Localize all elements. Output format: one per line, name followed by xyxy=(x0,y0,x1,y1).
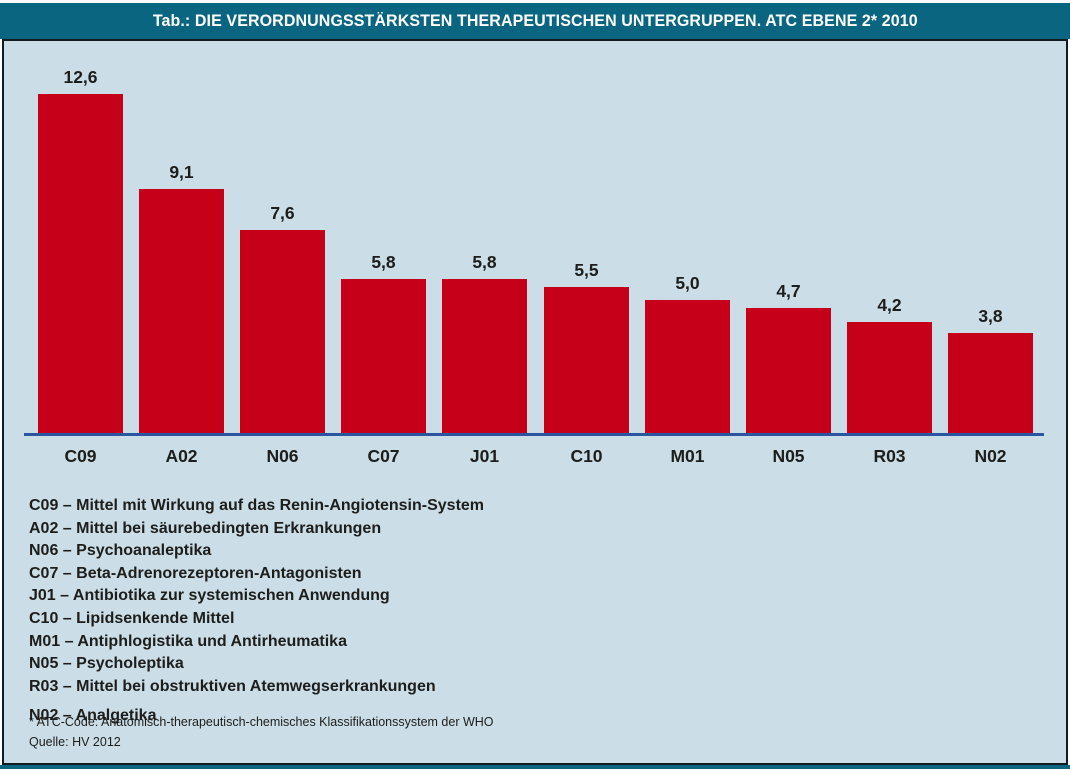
bar-value-label: 9,1 xyxy=(169,162,194,182)
legend-item: J01 – Antibiotika zur systemischen Anwen… xyxy=(29,587,390,605)
legend-item: R03 – Mittel bei obstruktiven Atemwegser… xyxy=(29,677,436,695)
table-title-bar: Tab.: DIE VERORDNUNGSSTÄRKSTEN THERAPEUT… xyxy=(0,3,1070,39)
x-axis-tick-label: R03 xyxy=(873,446,906,466)
bar-chart: 12,6 C09 9,1 A02 7,6 N06 5,8 C07 5,8 J01 5,5 C10 5,0… xyxy=(4,41,1066,471)
bar-J01 xyxy=(442,279,527,436)
bar-N06 xyxy=(240,230,325,436)
bar-R03 xyxy=(847,322,932,436)
legend-item: M01 – Antiphlogistika und Antirheumatika xyxy=(29,632,347,650)
legend: C09 – Mittel mit Wirkung auf das Renin-A… xyxy=(29,495,484,728)
bar-value-label: 4,7 xyxy=(776,281,801,301)
bar-N05 xyxy=(746,308,831,436)
legend-item: C07 – Beta-Adrenorezeptoren-Antagonisten xyxy=(29,564,362,582)
bar-C10 xyxy=(544,287,629,436)
bar-value-label: 3,8 xyxy=(978,306,1003,326)
atc-footnote: * ATC-Code: Anatomisch-therapeutisch-che… xyxy=(29,715,494,729)
x-axis-tick-label: N06 xyxy=(266,446,299,466)
legend-item: N05 – Psycholeptika xyxy=(29,655,184,673)
x-axis-tick-label: C07 xyxy=(367,446,400,466)
bar-value-label: 5,5 xyxy=(574,260,599,280)
table-title: Tab.: DIE VERORDNUNGSSTÄRKSTEN THERAPEUT… xyxy=(152,11,918,30)
x-axis-line xyxy=(24,433,1044,436)
bar-M01 xyxy=(645,300,730,436)
x-axis-tick-label: M01 xyxy=(670,446,705,466)
bar-value-label: 7,6 xyxy=(270,203,295,223)
legend-item: C09 – Mittel mit Wirkung auf das Renin-A… xyxy=(29,497,485,514)
bar-value-label: 5,8 xyxy=(371,252,396,272)
x-axis-tick-label: C09 xyxy=(64,446,97,466)
bar-value-label: 5,0 xyxy=(675,273,700,293)
chart-panel: 12,6 C09 9,1 A02 7,6 N06 5,8 C07 5,8 J01 5,5 C10 5,0… xyxy=(2,39,1068,765)
bar-A02 xyxy=(139,189,224,436)
x-axis-tick-label: N05 xyxy=(772,446,805,466)
bar-value-label: 12,6 xyxy=(63,67,98,87)
bar-C09 xyxy=(38,94,123,436)
source-note: Quelle: HV 2012 xyxy=(29,735,121,749)
x-axis-tick-label: A02 xyxy=(165,446,198,466)
bar-N02 xyxy=(948,333,1033,436)
bar-value-label: 5,8 xyxy=(472,252,497,272)
legend-item: N02 – Analgetika xyxy=(29,707,157,725)
legend-item: C10 – Lipidsenkende Mittel xyxy=(29,609,235,627)
x-axis-tick-label: N02 xyxy=(974,446,1007,466)
x-axis-tick-label: J01 xyxy=(469,446,500,466)
bar-value-label: 4,2 xyxy=(877,295,902,315)
bottom-border-strip xyxy=(0,765,1070,769)
legend-item: A02 – Mittel bei säurebedingten Erkranku… xyxy=(29,519,382,537)
x-axis-tick-label: C10 xyxy=(570,446,603,466)
bar-C07 xyxy=(341,279,426,436)
legend-item: N06 – Psychoanaleptika xyxy=(29,542,212,560)
